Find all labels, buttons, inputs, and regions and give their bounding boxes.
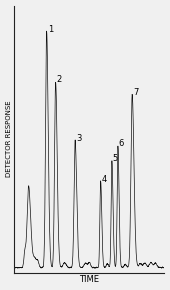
Text: 3: 3 — [76, 134, 82, 143]
Text: 7: 7 — [133, 88, 139, 97]
Y-axis label: DETECTOR RESPONSE: DETECTOR RESPONSE — [6, 101, 12, 177]
Text: 2: 2 — [57, 75, 62, 84]
Text: 1: 1 — [48, 25, 53, 34]
X-axis label: TIME: TIME — [79, 276, 99, 284]
Text: 6: 6 — [119, 139, 124, 148]
Text: 5: 5 — [113, 154, 118, 163]
Text: 4: 4 — [101, 175, 107, 184]
